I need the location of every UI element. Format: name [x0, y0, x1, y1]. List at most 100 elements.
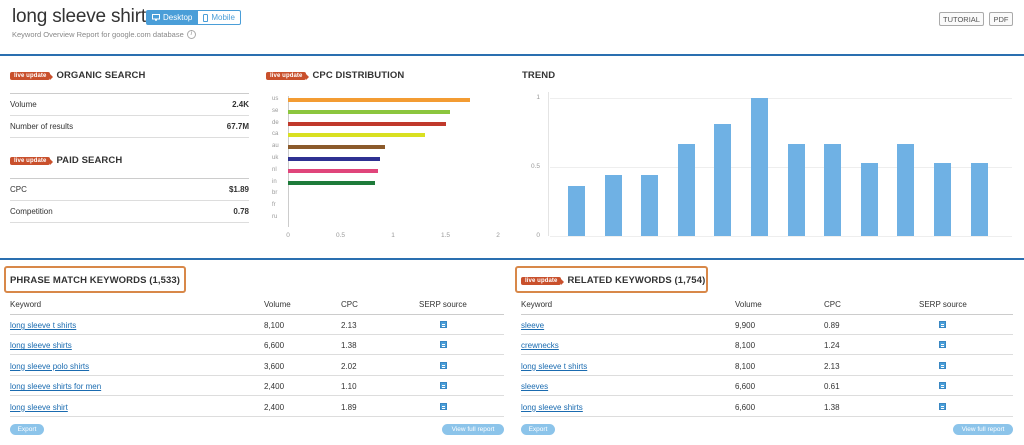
trend-bar[interactable]: [860, 162, 878, 236]
col-cpc: CPC: [341, 300, 358, 309]
keyword-link[interactable]: long sleeve t shirts: [10, 321, 77, 330]
keyword-link[interactable]: sleeve: [521, 321, 545, 330]
cpc-bar[interactable]: [288, 109, 450, 114]
trend-bar[interactable]: [604, 175, 622, 236]
table-row: long sleeve shirts 6,600 1.38: [521, 397, 1013, 417]
trend-bar[interactable]: [897, 143, 915, 236]
cpc-bar[interactable]: [288, 168, 379, 173]
serp-snapshot-icon[interactable]: [440, 402, 447, 410]
volume-cell: 2,400: [264, 402, 285, 412]
cpc-country-label: in: [272, 178, 277, 185]
table-row: long sleeve shirts for men 2,400 1.10: [10, 376, 504, 397]
cpc-country-label: ru: [272, 214, 278, 220]
serp-snapshot-icon[interactable]: [939, 382, 946, 390]
trend-bar[interactable]: [824, 143, 842, 236]
table-header-divider: [10, 314, 504, 315]
cpc-cell: 2.13: [824, 361, 840, 371]
keyword-link[interactable]: long sleeve polo shirts: [10, 361, 90, 371]
related-full-report-button[interactable]: View full report: [953, 424, 1013, 435]
organic-title: ORGANIC SEARCH: [56, 70, 146, 81]
trend-bar[interactable]: [970, 162, 988, 236]
volume-cell: 8,100: [735, 361, 756, 371]
cpc-country-label: au: [272, 143, 279, 150]
table-row: long sleeve shirts 6,600 1.38: [10, 335, 504, 356]
phrase-export-button[interactable]: Export: [10, 424, 44, 435]
cpc-cell: 1.24: [824, 341, 840, 351]
trend-gridline: [550, 98, 1012, 99]
keyword-link[interactable]: long sleeve shirts for men: [10, 382, 102, 392]
serp-snapshot-icon[interactable]: [939, 361, 946, 369]
keyword-link[interactable]: long sleeve shirts: [10, 341, 72, 351]
cpc-bar[interactable]: [288, 157, 381, 161]
trend-bar[interactable]: [677, 143, 695, 236]
keyword-link[interactable]: sleeves: [521, 382, 549, 392]
trend-bar[interactable]: [568, 186, 585, 236]
trend-gridline: [550, 236, 1012, 237]
col-volume: Volume: [735, 300, 762, 309]
trend-bar[interactable]: [641, 175, 659, 236]
table-row: long sleeve t shirts 8,100 2.13: [521, 356, 1013, 376]
kv-label: CPC: [10, 185, 27, 194]
serp-snapshot-icon[interactable]: [440, 341, 447, 349]
cpc-bar[interactable]: [288, 98, 470, 102]
organic-section-title: live update ORGANIC SEARCH: [10, 70, 145, 81]
keyword-link[interactable]: crewnecks: [521, 341, 559, 351]
cpc-cell: 1.10: [341, 382, 357, 392]
serp-snapshot-icon[interactable]: [440, 321, 447, 328]
page-title: long sleeve shirt: [12, 6, 146, 27]
pdf-button[interactable]: PDF: [989, 12, 1013, 26]
kv-label: Competition: [10, 207, 53, 216]
related-section-title: live update RELATED KEYWORDS (1,754): [521, 275, 705, 286]
cpc-title: CPC DISTRIBUTION: [312, 70, 405, 81]
trend-bar[interactable]: [714, 124, 732, 236]
paid-row-competition: Competition 0.78: [10, 201, 249, 223]
trend-bar[interactable]: [751, 98, 768, 236]
header-divider: [0, 54, 1024, 56]
col-serp: SERP source: [419, 300, 467, 309]
serp-snapshot-icon[interactable]: [440, 382, 447, 390]
volume-cell: 3,600: [264, 361, 285, 371]
col-volume: Volume: [264, 300, 291, 309]
desktop-button[interactable]: Desktop: [146, 10, 199, 25]
related-title: RELATED KEYWORDS (1,754): [567, 275, 706, 286]
cpc-bar[interactable]: [288, 121, 446, 126]
cpc-cell: 2.13: [341, 321, 357, 330]
cpc-country-label: de: [272, 119, 279, 126]
cpc-x-tick: 2: [496, 232, 500, 239]
serp-snapshot-icon[interactable]: [939, 321, 946, 328]
mobile-button[interactable]: Mobile: [198, 10, 241, 25]
cpc-bar[interactable]: [288, 133, 425, 138]
trend-bar[interactable]: [934, 162, 951, 236]
kv-label: Volume: [10, 100, 37, 109]
trend-bar[interactable]: [787, 143, 805, 236]
section-divider: [0, 258, 1024, 260]
keyword-link[interactable]: long sleeve shirt: [10, 402, 68, 412]
cpc-country-label: nl: [272, 166, 277, 173]
volume-cell: 6,600: [735, 402, 756, 412]
serp-snapshot-icon[interactable]: [939, 341, 946, 349]
paid-divider: [10, 178, 249, 179]
cpc-cell: 1.89: [341, 402, 357, 412]
trend-y-tick: 0.5: [530, 163, 540, 170]
table-row: sleeves 6,600 0.61: [521, 376, 1013, 397]
cpc-section-title: live update CPC DISTRIBUTION: [266, 70, 404, 81]
volume-cell: 9,900: [735, 321, 756, 330]
organic-row-volume: Volume 2.4K: [10, 94, 249, 116]
cpc-bar[interactable]: [288, 180, 376, 185]
serp-snapshot-icon[interactable]: [939, 402, 946, 410]
related-export-button[interactable]: Export: [521, 424, 555, 435]
col-cpc: CPC: [824, 300, 841, 309]
keyword-link[interactable]: long sleeve shirts: [521, 402, 583, 412]
table-row: long sleeve polo shirts 3,600 2.02: [10, 356, 504, 376]
phrase-full-report-button[interactable]: View full report: [442, 424, 504, 435]
cpc-bar[interactable]: [288, 145, 385, 150]
keyword-link[interactable]: long sleeve t shirts: [521, 361, 588, 371]
cpc-x-tick: 1: [391, 232, 395, 239]
live-update-badge: live update: [10, 71, 54, 80]
info-icon[interactable]: i: [186, 30, 196, 39]
serp-snapshot-icon[interactable]: [440, 361, 447, 369]
trend-y-tick: 0: [536, 232, 540, 239]
col-keyword: Keyword: [10, 300, 42, 309]
tutorial-button[interactable]: TUTORIAL: [939, 12, 984, 26]
table-row: long sleeve shirt 2,400 1.89: [10, 397, 504, 417]
